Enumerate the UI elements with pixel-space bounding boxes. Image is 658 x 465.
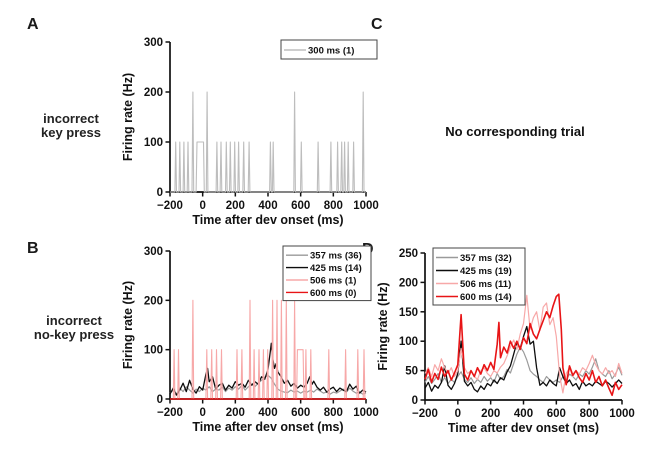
x-axis-title: Time after dev onset (ms) xyxy=(448,421,599,435)
legend-label: 506 ms (1) xyxy=(310,276,356,287)
series-line-357-ms-32- xyxy=(424,346,623,385)
row-label-line: no-key press xyxy=(33,327,115,343)
x-tick-label: 200 xyxy=(226,200,245,212)
series-line-506-ms-11- xyxy=(424,294,623,394)
legend-label: 357 ms (36) xyxy=(310,251,362,262)
x-tick-label: 1000 xyxy=(353,407,379,419)
y-tick-label: 200 xyxy=(144,87,163,99)
x-tick-label: 600 xyxy=(291,200,310,212)
x-tick-label: 0 xyxy=(199,407,205,419)
x-tick-label: −200 xyxy=(157,407,183,419)
y-tick-label: 100 xyxy=(399,336,418,348)
y-tick-label: 300 xyxy=(144,37,163,49)
x-axis-title: Time after dev onset (ms) xyxy=(192,213,343,227)
legend-label: 425 ms (19) xyxy=(460,266,512,277)
x-tick-label: 800 xyxy=(324,200,343,212)
x-tick-label: 800 xyxy=(324,407,343,419)
row-label-line: key press xyxy=(41,125,101,141)
axis-lines xyxy=(169,42,366,193)
panel-d-chart: −200 0 200 400 600 800 1000050100150200250Time… xyxy=(376,247,635,435)
legend-box xyxy=(280,39,378,60)
x-tick-label: 600 xyxy=(547,408,566,420)
y-tick-label: 50 xyxy=(405,366,418,378)
x-tick-label: 1000 xyxy=(609,408,635,420)
y-tick-label: 100 xyxy=(144,137,163,149)
x-tick-label: −200 xyxy=(157,200,183,212)
legend-label: 600 ms (0) xyxy=(310,288,356,299)
x-tick-label: 1000 xyxy=(353,200,379,212)
legend-label: 425 ms (14) xyxy=(310,263,362,274)
panel-label-a: A xyxy=(27,16,39,33)
x-axis-title: Time after dev onset (ms) xyxy=(192,420,343,434)
y-tick-label: 250 xyxy=(399,248,418,260)
y-tick-label: 300 xyxy=(144,246,163,258)
y-axis-title: Firing rate (Hz) xyxy=(121,281,135,369)
y-tick-label: 0 xyxy=(157,394,163,406)
legend-label: 357 ms (32) xyxy=(460,253,512,264)
panel-label-b: B xyxy=(27,240,39,257)
row-label-incorrect-no-key-press: incorrect no-key press xyxy=(12,313,136,343)
series-line-300-ms-1- xyxy=(170,91,366,193)
x-tick-label: 600 xyxy=(291,407,310,419)
x-tick-label: 400 xyxy=(258,200,277,212)
y-tick-label: 0 xyxy=(412,395,418,407)
legend-label: 600 ms (14) xyxy=(460,292,512,303)
legend-label: 506 ms (11) xyxy=(460,279,511,290)
panel-label-c: C xyxy=(371,16,383,33)
x-tick-label: 800 xyxy=(580,408,599,420)
y-tick-label: 100 xyxy=(144,345,163,357)
x-tick-label: 0 xyxy=(455,408,461,420)
y-axis-title: Firing rate (Hz) xyxy=(376,282,390,370)
x-tick-label: 200 xyxy=(481,408,500,420)
y-tick-label: 200 xyxy=(399,277,418,289)
x-tick-label: −200 xyxy=(412,408,438,420)
row-label-line: incorrect xyxy=(43,111,99,126)
x-tick-label: 400 xyxy=(258,407,277,419)
row-label-incorrect-key-press: incorrect key press xyxy=(15,111,127,141)
series-line-425-ms-14- xyxy=(169,342,367,396)
legend-box xyxy=(282,245,372,302)
y-tick-label: 0 xyxy=(157,187,163,199)
no-corresponding-trial-text: No corresponding trial xyxy=(445,124,585,139)
series-line-600-ms-14- xyxy=(424,293,623,397)
x-tick-label: 400 xyxy=(514,408,533,420)
series-line-425-ms-19- xyxy=(424,325,623,393)
series-line-506-ms-1- xyxy=(170,299,366,400)
legend-label: 300 ms (1) xyxy=(308,46,354,57)
y-tick-label: 150 xyxy=(399,307,418,319)
y-axis-title: Firing rate (Hz) xyxy=(121,73,135,161)
row-label-line: incorrect xyxy=(46,313,102,328)
x-tick-label: 200 xyxy=(226,407,245,419)
y-tick-label: 200 xyxy=(144,295,163,307)
x-tick-label: 0 xyxy=(199,200,205,212)
